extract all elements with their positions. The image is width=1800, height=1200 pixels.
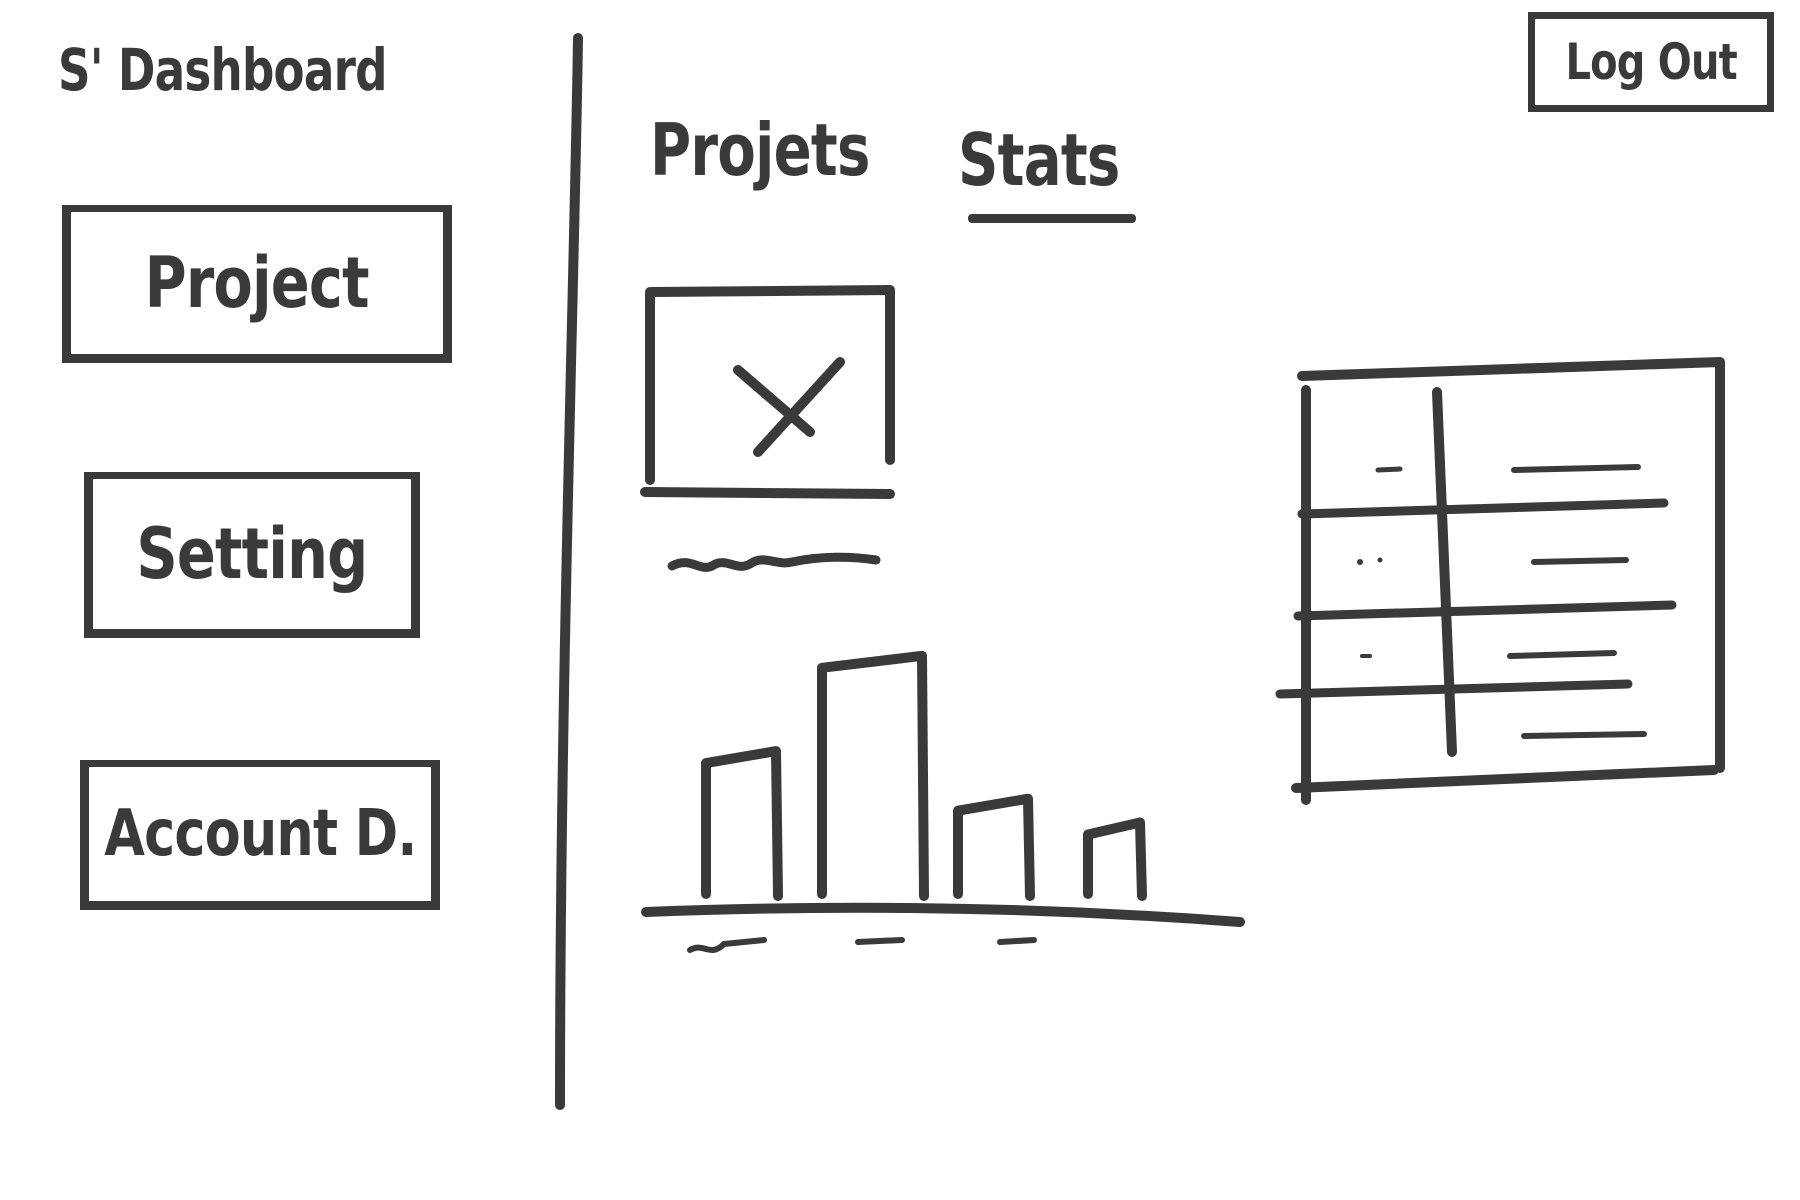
chart-tick-label <box>855 937 905 945</box>
table-cell-dot <box>1377 557 1383 563</box>
logout-button[interactable]: Log Out <box>1528 12 1774 112</box>
table-row-divider <box>1293 600 1677 621</box>
table-cell-text <box>1521 731 1647 739</box>
chart-tick-label <box>687 937 767 953</box>
sidebar-item-setting[interactable]: Setting <box>84 472 420 638</box>
active-tab-underline <box>968 214 1136 223</box>
squiggle-caption-icon <box>667 552 881 572</box>
table-cell-text <box>1511 464 1641 473</box>
chart-tick-label <box>997 937 1037 945</box>
table-cell-text <box>1531 557 1629 565</box>
table-row-divider <box>1297 498 1669 519</box>
logout-label: Log Out <box>1565 33 1737 91</box>
chart-bar <box>817 650 929 901</box>
sidebar-item-project[interactable]: Project <box>62 205 452 363</box>
chart-bar <box>1083 817 1147 901</box>
sidebar-divider <box>555 33 583 1110</box>
sidebar-item-label: Setting <box>136 513 368 595</box>
sidebar-item-label: Project <box>144 242 370 324</box>
image-placeholder-icon <box>733 357 845 457</box>
bar-chart <box>641 650 1245 953</box>
sidebar-item-account[interactable]: Account D. <box>80 760 440 910</box>
tab-stats[interactable]: Stats <box>958 118 1120 202</box>
table-frame <box>1291 357 1725 805</box>
sidebar-item-label: Account D. <box>103 797 417 871</box>
chart-bar <box>701 746 783 901</box>
table-cell-text <box>1375 466 1403 473</box>
app-title: S' Dashboard <box>58 36 388 104</box>
table-column-divider <box>1432 387 1457 757</box>
table-row-divider <box>1275 679 1633 699</box>
tab-projects[interactable]: Projets <box>650 108 870 192</box>
chart-bar <box>953 793 1035 901</box>
image-placeholder-frame <box>640 285 895 499</box>
table-cell-dot <box>1357 559 1363 565</box>
image-placeholder-card[interactable] <box>640 285 895 572</box>
table-cell-text <box>1507 650 1617 659</box>
chart-x-axis <box>641 902 1245 927</box>
data-table <box>1275 357 1725 805</box>
